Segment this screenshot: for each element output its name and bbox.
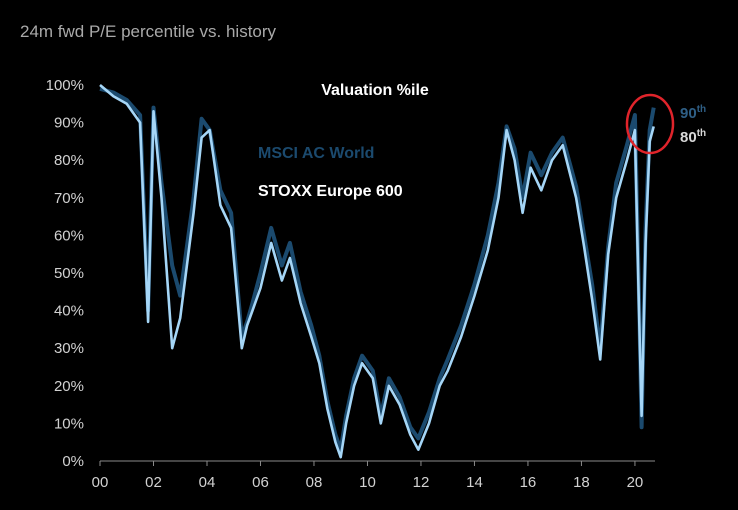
x-tick-label: 06 — [252, 474, 269, 491]
x-tick-label: 04 — [199, 474, 216, 491]
x-tick-label: 14 — [466, 474, 483, 491]
y-tick-label: 80% — [54, 152, 84, 169]
x-tick-label: 20 — [627, 474, 644, 491]
annotation-90th-suffix: th — [697, 104, 706, 115]
annotation-90th-value: 90 — [680, 105, 697, 122]
y-tick-label: 10% — [54, 415, 84, 432]
chart-subtitle: 24m fwd P/E percentile vs. history — [20, 22, 277, 41]
annotation-90th: 90th — [680, 104, 706, 122]
x-tick-label: 08 — [306, 474, 323, 491]
annotation-80th-value: 80 — [680, 129, 697, 146]
x-tick-label: 02 — [145, 474, 162, 491]
x-tick-label: 12 — [413, 474, 430, 491]
x-tick-label: 10 — [359, 474, 376, 491]
series-line-msci — [99, 86, 656, 452]
y-tick-label: 0% — [62, 453, 84, 470]
y-axis-ticks: 0% 10% 20% 30% 40% 50% 60% 70% 80% 90% 100% — [46, 77, 84, 470]
y-tick-label: 20% — [54, 378, 84, 395]
annotation-80th-suffix: th — [697, 128, 706, 139]
y-tick-label: 60% — [54, 227, 84, 244]
x-tick-label: 18 — [573, 474, 590, 491]
highlight-circle — [625, 93, 675, 155]
y-tick-label: 50% — [54, 265, 84, 282]
series-label-stoxx: STOXX Europe 600 — [258, 183, 403, 200]
y-tick-label: 70% — [54, 190, 84, 207]
annotation-80th: 80th — [680, 128, 706, 146]
y-tick-label: 90% — [54, 115, 84, 132]
x-tick-label: 16 — [520, 474, 537, 491]
chart-title: Valuation %ile — [321, 82, 429, 99]
y-tick-label: 30% — [54, 340, 84, 357]
series-layer — [99, 84, 656, 459]
series-line-stoxx — [99, 84, 655, 459]
series-label-msci: MSCI AC World — [258, 145, 374, 162]
y-tick-label: 100% — [46, 77, 84, 94]
x-tick-label: 00 — [92, 474, 109, 491]
x-axis-ticks: 00 02 04 06 08 10 12 14 16 18 20 — [92, 461, 644, 491]
y-tick-label: 40% — [54, 303, 84, 320]
